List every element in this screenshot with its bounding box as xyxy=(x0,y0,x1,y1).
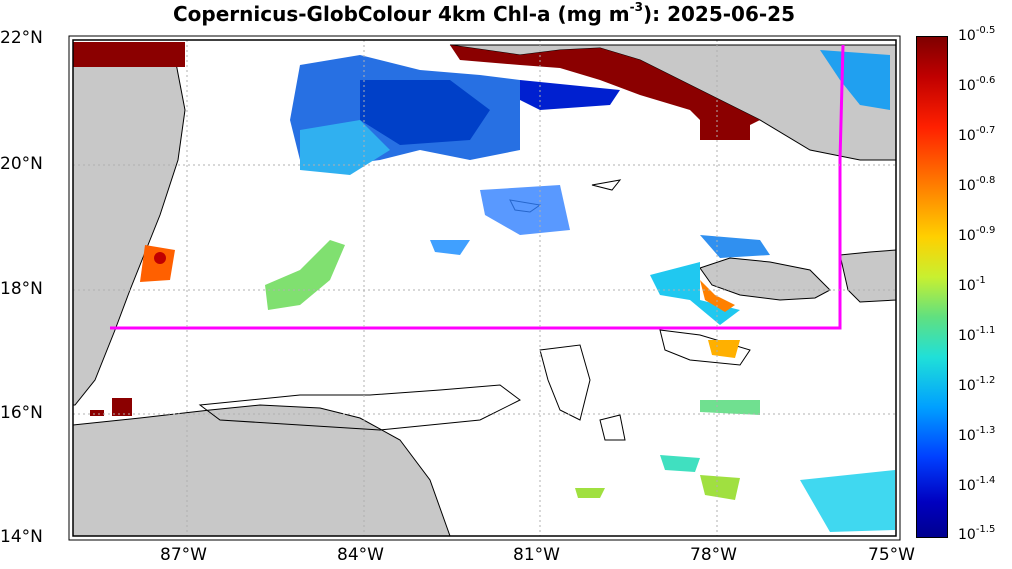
chlorophyll-data xyxy=(73,42,895,532)
colorbar-tick: 10-1.1 xyxy=(958,325,996,344)
lon-label: 87°W xyxy=(160,545,207,565)
lon-label: 84°W xyxy=(337,545,384,565)
colorbar-tick: 10-1.5 xyxy=(958,524,996,543)
lon-label: 75°W xyxy=(868,545,915,565)
colorbar-tick: 10-1.3 xyxy=(958,425,996,444)
region-box xyxy=(110,44,845,330)
colorbar-tick: 10-0.5 xyxy=(958,25,996,44)
colorbar-tick: 10-0.9 xyxy=(958,225,996,244)
colorbar-tick: 10-0.6 xyxy=(958,75,996,94)
lat-label: 22°N xyxy=(0,28,43,48)
land xyxy=(72,44,897,537)
map-title: Copernicus-GlobColour 4km Chl-a (mg m-3)… xyxy=(173,0,795,26)
lon-label: 78°W xyxy=(690,545,737,565)
lon-label: 81°W xyxy=(513,545,560,565)
lat-label: 14°N xyxy=(0,527,43,547)
colorbar-tick: 10-1.2 xyxy=(958,375,996,394)
colorbar xyxy=(916,36,948,538)
lat-label: 16°N xyxy=(0,403,43,423)
colorbar-tick: 10-0.8 xyxy=(958,175,996,194)
lat-label: 18°N xyxy=(0,279,43,299)
colorbar-tick: 10-1.4 xyxy=(958,475,996,494)
grid xyxy=(73,40,896,536)
colorbar-tick: 10-0.7 xyxy=(958,125,996,144)
colorbar-tick: 10-1 xyxy=(958,275,986,294)
lat-label: 20°N xyxy=(0,154,43,174)
